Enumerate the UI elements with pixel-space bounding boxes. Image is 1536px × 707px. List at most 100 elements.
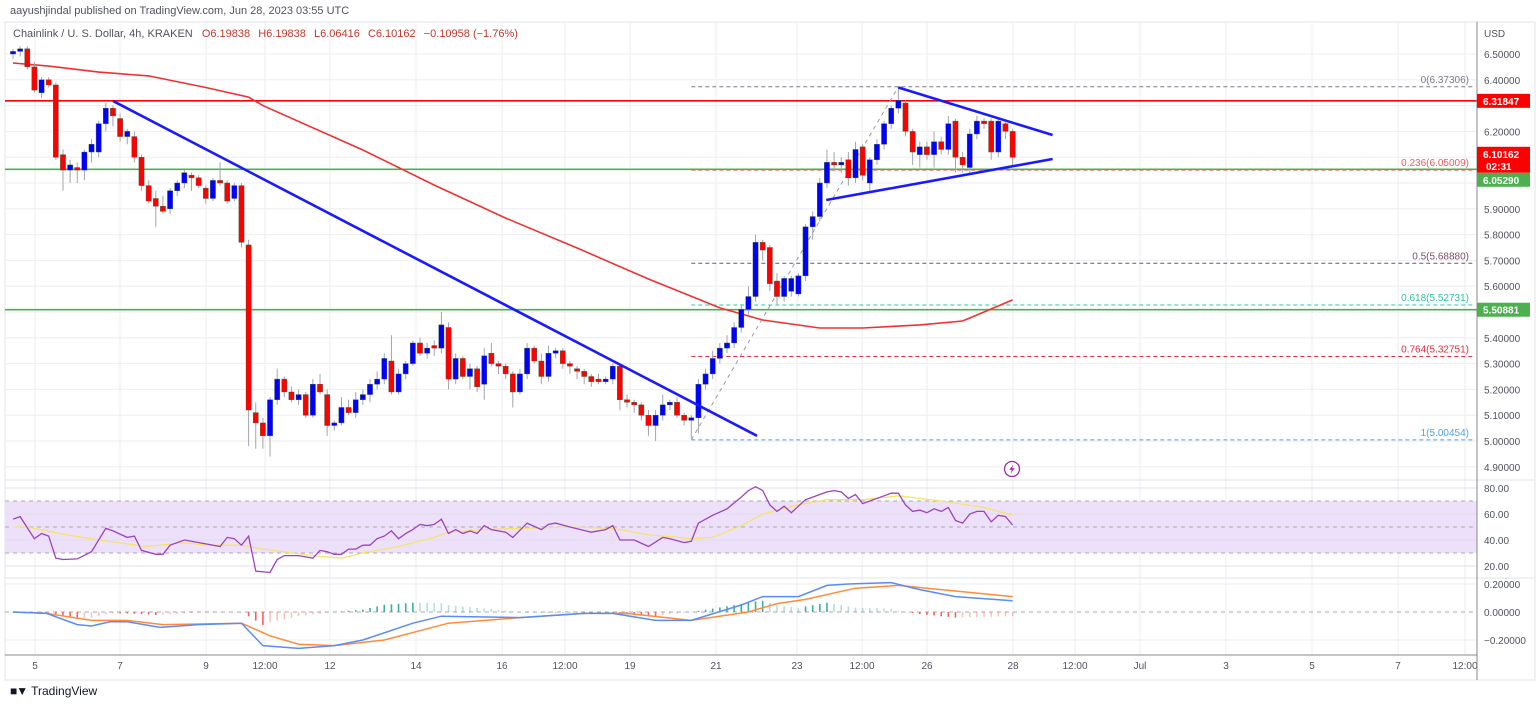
price-tick-label[interactable]: 5.30000 (1484, 360, 1521, 371)
candle (267, 397, 273, 457)
trendlines[interactable] (112, 86, 1053, 437)
price-tick-label[interactable]: 5.20000 (1484, 385, 1521, 396)
time-tick-label[interactable]: 16 (496, 661, 508, 672)
price-tick-label[interactable]: 4.90000 (1484, 463, 1521, 474)
time-tick-label[interactable]: 5 (1309, 661, 1315, 672)
footer-brand[interactable]: ■▼ TradingView (10, 684, 97, 698)
candle-body (867, 159, 873, 184)
price-tick-label[interactable]: 5.40000 (1484, 334, 1521, 345)
candle-body (652, 415, 659, 426)
rsi-tick-label: 20.00 (1484, 562, 1509, 573)
triangle-upper[interactable] (897, 86, 1053, 137)
candle (167, 188, 173, 214)
time-tick-label[interactable]: 19 (624, 661, 636, 672)
candle-body (952, 120, 959, 158)
candle-body (17, 48, 23, 52)
time-tick-label[interactable]: 5 (32, 661, 38, 672)
macd-histogram-bar (433, 603, 436, 612)
time-tick-label[interactable]: 23 (791, 661, 803, 672)
candle-body (445, 327, 452, 380)
candle-body (531, 347, 538, 362)
candle-body (545, 353, 552, 377)
candle-body (831, 162, 837, 166)
macd-histogram-bar (654, 612, 657, 616)
time-tick-label[interactable]: 12:00 (1062, 661, 1087, 672)
time-tick-label[interactable]: 12:00 (1452, 661, 1477, 672)
brand-name: TradingView (31, 684, 98, 698)
price-tick-label[interactable]: 6.50000 (1484, 50, 1521, 61)
candle (460, 355, 466, 380)
candle-body (202, 187, 209, 199)
macd-histogram-bar (119, 612, 121, 614)
time-tick-label[interactable]: 12 (324, 661, 336, 672)
price-tick-label[interactable]: 5.60000 (1484, 282, 1521, 293)
bearish-trendline[interactable] (112, 99, 758, 437)
time-tick-label[interactable]: 12:00 (849, 661, 874, 672)
candle-body (667, 402, 673, 406)
macd-histogram-bar (290, 612, 293, 618)
candle (502, 363, 509, 380)
candle-body (310, 384, 316, 416)
candle-body (395, 373, 402, 393)
candle (181, 170, 188, 189)
macd-histogram-bar (733, 605, 735, 612)
candle-body (88, 144, 95, 153)
time-tick-label[interactable]: 7 (1395, 661, 1401, 672)
time-tick-label[interactable]: 12:00 (552, 661, 577, 672)
candle-body (595, 378, 602, 382)
triangle-lower[interactable] (826, 157, 1053, 202)
time-tick-label[interactable]: Jul (1134, 661, 1147, 672)
candle-body (324, 394, 330, 426)
time-tick-label[interactable]: 14 (410, 661, 422, 672)
candle (238, 183, 245, 248)
macd-histogram-bar (333, 612, 336, 613)
candle (938, 136, 944, 155)
support-upper-price-badge: 6.05290 (1477, 172, 1530, 187)
candle-body (295, 394, 302, 400)
candle-body (67, 164, 73, 171)
fib-retracement[interactable]: 0(6.37306) 0.236(6.05009) 0.5(5.68880) 0.61… (690, 75, 1473, 441)
candle-body (388, 360, 395, 393)
time-tick-label[interactable]: 3 (1223, 661, 1229, 672)
price-tick-label[interactable]: 6.40000 (1484, 76, 1521, 87)
candle (517, 368, 523, 395)
macd-histogram-bar (990, 612, 992, 617)
candle-body (738, 309, 745, 328)
price-tick-label[interactable]: 5.10000 (1484, 411, 1521, 422)
candle (788, 275, 795, 297)
candle (895, 87, 902, 114)
time-tick-label[interactable]: 9 (203, 661, 209, 672)
time-tick-label[interactable]: 21 (710, 661, 722, 672)
candle-body (317, 384, 323, 393)
macd-histogram-bar (483, 608, 486, 612)
price-tick-label[interactable]: 6.20000 (1484, 127, 1521, 138)
macd-histogram-bar (476, 607, 478, 612)
time-tick-label[interactable]: 28 (1007, 661, 1019, 672)
candle (781, 275, 787, 302)
events-icon[interactable] (1003, 460, 1021, 478)
time-tick-label[interactable]: 12:00 (252, 661, 277, 672)
candle (688, 415, 695, 439)
candle-body (538, 360, 545, 377)
macd-histogram-bar (897, 610, 900, 612)
price-tick-label[interactable]: 5.90000 (1484, 205, 1521, 216)
candle-body (731, 327, 737, 344)
macd-histogram-bar (904, 612, 907, 613)
currency-label[interactable]: USD (1484, 29, 1505, 40)
macd-histogram-bar (254, 612, 257, 621)
time-tick-label[interactable]: 7 (117, 661, 123, 672)
candle (474, 366, 480, 392)
price-tick-label[interactable]: 5.80000 (1484, 231, 1521, 242)
candle (902, 100, 909, 137)
macd-histogram-bar (983, 612, 985, 617)
candle (417, 337, 423, 356)
symbol-title[interactable]: Chainlink / U. S. Dollar, 4h, KRAKEN (13, 28, 193, 40)
last-price-badge-countdown: 02:31 (1486, 162, 1512, 173)
time-tick-label[interactable]: 26 (921, 661, 933, 672)
price-tick-label[interactable]: 5.70000 (1484, 256, 1521, 267)
candle (674, 397, 680, 418)
price-tick-label[interactable]: 5.00000 (1484, 437, 1521, 448)
candle (45, 77, 52, 88)
